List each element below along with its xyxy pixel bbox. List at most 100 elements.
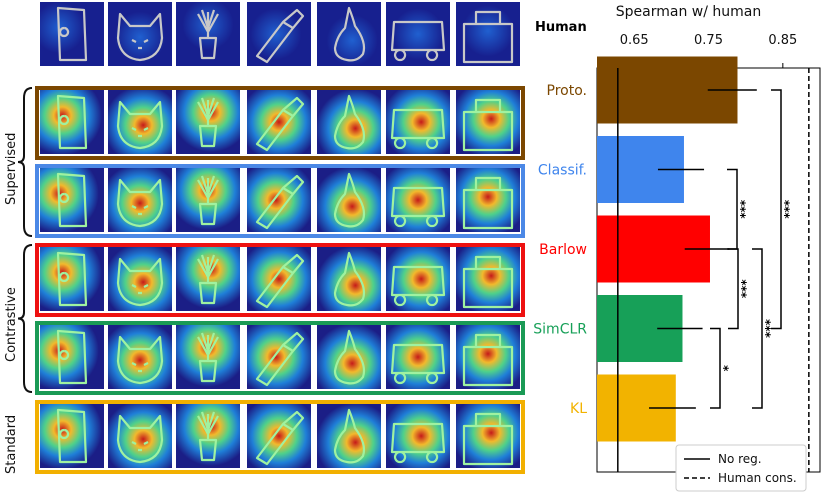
saliency-map xyxy=(40,2,104,66)
sketch-outline xyxy=(333,408,366,464)
plant-sketch-tile xyxy=(176,2,240,66)
sketch-outline xyxy=(333,172,366,228)
plant-sketch-tile xyxy=(176,247,240,311)
saliency-map xyxy=(40,90,104,154)
sketch-outline xyxy=(462,255,514,309)
door-sketch-tile xyxy=(40,325,104,389)
sketch-outline xyxy=(390,108,446,150)
sketch-outline xyxy=(390,343,446,385)
sketch-outline xyxy=(116,335,164,385)
simclr-row-box xyxy=(35,321,525,395)
door-sketch-tile xyxy=(40,168,104,232)
flashlight-sketch-tile xyxy=(247,90,311,154)
door-sketch-tile xyxy=(40,2,104,66)
door-sketch-tile xyxy=(40,247,104,311)
sketch-outline xyxy=(56,172,88,228)
category-label-simclr: SimCLR xyxy=(533,322,587,338)
sketch-outline xyxy=(56,94,88,150)
plant-sketch-tile xyxy=(176,325,240,389)
sketch-outline xyxy=(255,331,305,387)
saliency-map xyxy=(40,325,104,389)
saliency-map xyxy=(386,2,450,66)
bus-sketch-tile xyxy=(386,2,450,66)
pear-sketch-tile xyxy=(317,168,381,232)
cat-sketch-tile xyxy=(108,325,172,389)
x-tick-label: 0.75 xyxy=(694,33,723,48)
flashlight-sketch-tile xyxy=(247,247,311,311)
sketch-outline xyxy=(116,12,164,62)
saliency-map xyxy=(40,168,104,232)
category-label-barlow: Barlow xyxy=(539,242,587,258)
significance-label: *** xyxy=(738,199,752,219)
sketch-outline xyxy=(197,332,219,383)
sketch-outline xyxy=(56,251,88,307)
flashlight-sketch-tile xyxy=(247,2,311,66)
purse-sketch-tile xyxy=(456,90,520,154)
legend-box xyxy=(675,444,807,492)
sketch-outline xyxy=(56,329,88,385)
significance-bracket xyxy=(752,248,763,409)
significance-bracket xyxy=(728,248,739,330)
supervised-brace xyxy=(17,87,33,237)
saliency-map xyxy=(40,247,104,311)
sketch-outline xyxy=(462,98,514,152)
pear-sketch-tile xyxy=(317,247,381,311)
significance-label: *** xyxy=(739,279,753,299)
significance-bracket xyxy=(727,168,738,250)
saliency-map xyxy=(386,404,450,468)
cat-sketch-tile xyxy=(108,168,172,232)
saliency-map xyxy=(40,404,104,468)
sketch-outline xyxy=(116,414,164,464)
human-row-label: Human xyxy=(535,20,587,35)
sketch-outline xyxy=(390,186,446,228)
sketch-outline xyxy=(197,411,219,462)
purse-sketch-tile xyxy=(456,2,520,66)
pear-sketch-tile xyxy=(317,2,381,66)
purse-sketch-tile xyxy=(456,247,520,311)
bus-sketch-tile xyxy=(386,168,450,232)
pear-sketch-tile xyxy=(317,325,381,389)
sketch-outline xyxy=(56,6,88,62)
sketch-outline xyxy=(333,329,366,385)
pear-sketch-tile xyxy=(317,404,381,468)
plant-sketch-tile xyxy=(176,90,240,154)
sketch-outline xyxy=(333,251,366,307)
door-sketch-tile xyxy=(40,404,104,468)
sketch-outline xyxy=(390,422,446,464)
sketch-outline xyxy=(255,174,305,230)
legend-entry: No reg. xyxy=(718,452,762,466)
sketch-outline xyxy=(462,10,514,64)
sketch-outline xyxy=(116,178,164,228)
bus-sketch-tile xyxy=(386,325,450,389)
legend-entry: Human cons. xyxy=(718,471,797,485)
proto-row-box xyxy=(35,86,525,160)
sketch-outline xyxy=(390,265,446,307)
flashlight-sketch-tile xyxy=(247,168,311,232)
sketch-outline xyxy=(255,253,305,309)
purse-sketch-tile xyxy=(456,404,520,468)
sketch-outline xyxy=(116,100,164,150)
cat-sketch-tile xyxy=(108,2,172,66)
category-label-kl: KL xyxy=(570,401,587,417)
sketch-outline xyxy=(390,20,446,62)
sketch-outline xyxy=(255,410,305,466)
plant-sketch-tile xyxy=(176,168,240,232)
saliency-map xyxy=(386,247,450,311)
cat-sketch-tile xyxy=(108,90,172,154)
sketch-outline xyxy=(197,9,219,60)
category-label-proto: Proto. xyxy=(547,83,587,99)
flashlight-sketch-tile xyxy=(247,404,311,468)
purse-sketch-tile xyxy=(456,168,520,232)
saliency-map xyxy=(386,168,450,232)
bus-sketch-tile xyxy=(386,247,450,311)
sketch-outline xyxy=(116,257,164,307)
sketch-outline xyxy=(197,175,219,226)
bus-sketch-tile xyxy=(386,90,450,154)
chart-title: Spearman w/ human xyxy=(616,4,761,20)
cat-sketch-tile xyxy=(108,247,172,311)
sketch-outline xyxy=(56,408,88,464)
purse-sketch-tile xyxy=(456,325,520,389)
sketch-outline xyxy=(255,8,305,64)
